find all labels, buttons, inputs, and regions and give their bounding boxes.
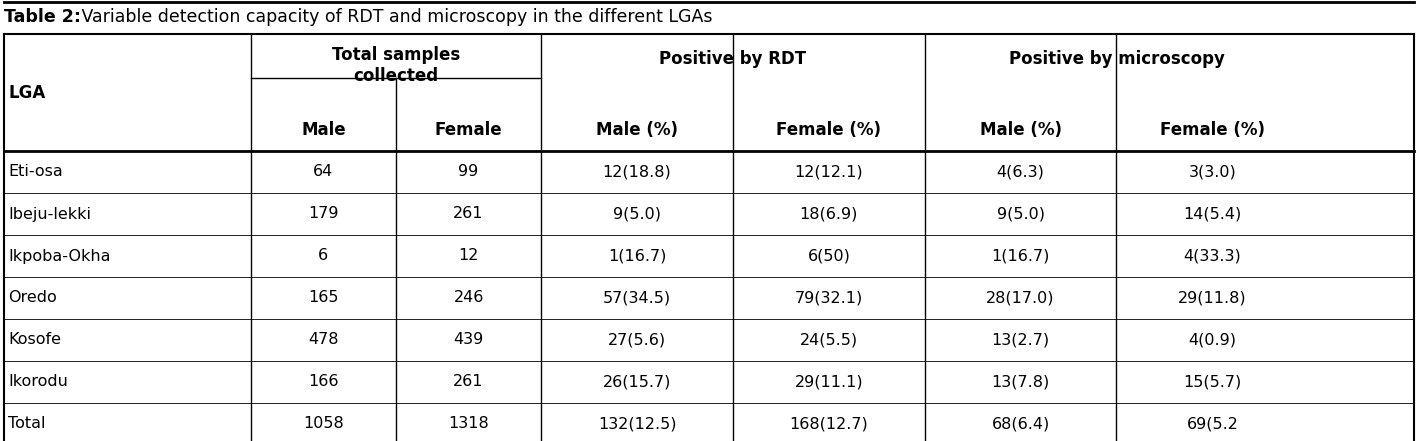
Text: 14(5.4): 14(5.4): [1183, 206, 1241, 221]
Text: 1(16.7): 1(16.7): [607, 248, 667, 264]
Text: Female (%): Female (%): [1160, 121, 1266, 139]
Text: 15(5.7): 15(5.7): [1183, 374, 1241, 389]
Text: 9(5.0): 9(5.0): [997, 206, 1045, 221]
Text: Ibeju-lekki: Ibeju-lekki: [9, 206, 91, 221]
Text: 29(11.8): 29(11.8): [1177, 291, 1247, 306]
Text: LGA: LGA: [9, 83, 46, 101]
Text: 69(5.2: 69(5.2: [1186, 416, 1239, 431]
Text: 439: 439: [454, 333, 483, 348]
Text: Variable detection capacity of RDT and microscopy in the different LGAs: Variable detection capacity of RDT and m…: [75, 8, 712, 26]
Text: 261: 261: [454, 374, 483, 389]
Text: Male (%): Male (%): [596, 121, 678, 139]
Text: Positive by RDT: Positive by RDT: [660, 50, 806, 68]
Text: 9(5.0): 9(5.0): [613, 206, 661, 221]
Text: Kosofe: Kosofe: [9, 333, 61, 348]
Text: Male (%): Male (%): [980, 121, 1062, 139]
Text: 6(50): 6(50): [808, 248, 850, 264]
Text: 26(15.7): 26(15.7): [603, 374, 671, 389]
Text: 246: 246: [454, 291, 483, 306]
Text: 57(34.5): 57(34.5): [603, 291, 671, 306]
Text: 1058: 1058: [303, 416, 344, 431]
Text: 3(3.0): 3(3.0): [1189, 164, 1236, 179]
Text: Table 2:: Table 2:: [4, 8, 81, 26]
Text: 12: 12: [458, 248, 479, 264]
Text: 1(16.7): 1(16.7): [991, 248, 1049, 264]
Text: 12(12.1): 12(12.1): [795, 164, 863, 179]
Text: 4(0.9): 4(0.9): [1189, 333, 1236, 348]
Text: 27(5.6): 27(5.6): [609, 333, 665, 348]
Text: 68(6.4): 68(6.4): [991, 416, 1049, 431]
Text: 12(18.8): 12(18.8): [603, 164, 671, 179]
Text: Eti-osa: Eti-osa: [9, 164, 63, 179]
Text: Oredo: Oredo: [9, 291, 57, 306]
Text: 166: 166: [309, 374, 338, 389]
Text: 13(2.7): 13(2.7): [991, 333, 1049, 348]
Text: Positive by microscopy: Positive by microscopy: [1008, 50, 1224, 68]
Text: Ikpoba-Okha: Ikpoba-Okha: [9, 248, 111, 264]
Text: 261: 261: [454, 206, 483, 221]
Text: 4(6.3): 4(6.3): [997, 164, 1045, 179]
Text: 165: 165: [309, 291, 338, 306]
Text: 64: 64: [313, 164, 334, 179]
Text: 179: 179: [309, 206, 338, 221]
Text: Total samples
collected: Total samples collected: [331, 46, 461, 85]
Text: Ikorodu: Ikorodu: [9, 374, 68, 389]
Text: Female (%): Female (%): [776, 121, 882, 139]
Text: 1318: 1318: [448, 416, 489, 431]
Text: 79(32.1): 79(32.1): [795, 291, 863, 306]
Text: 4(33.3): 4(33.3): [1183, 248, 1241, 264]
Text: 29(11.1): 29(11.1): [795, 374, 863, 389]
Text: 6: 6: [319, 248, 328, 264]
Text: 28(17.0): 28(17.0): [987, 291, 1055, 306]
Text: Female: Female: [435, 121, 502, 139]
Text: Total: Total: [9, 416, 46, 431]
Text: 24(5.5): 24(5.5): [799, 333, 857, 348]
Text: 13(7.8): 13(7.8): [991, 374, 1049, 389]
Text: Male: Male: [301, 121, 346, 139]
Text: 478: 478: [309, 333, 338, 348]
Text: 99: 99: [458, 164, 479, 179]
Text: 132(12.5): 132(12.5): [597, 416, 677, 431]
Text: 18(6.9): 18(6.9): [799, 206, 857, 221]
Text: 168(12.7): 168(12.7): [789, 416, 869, 431]
